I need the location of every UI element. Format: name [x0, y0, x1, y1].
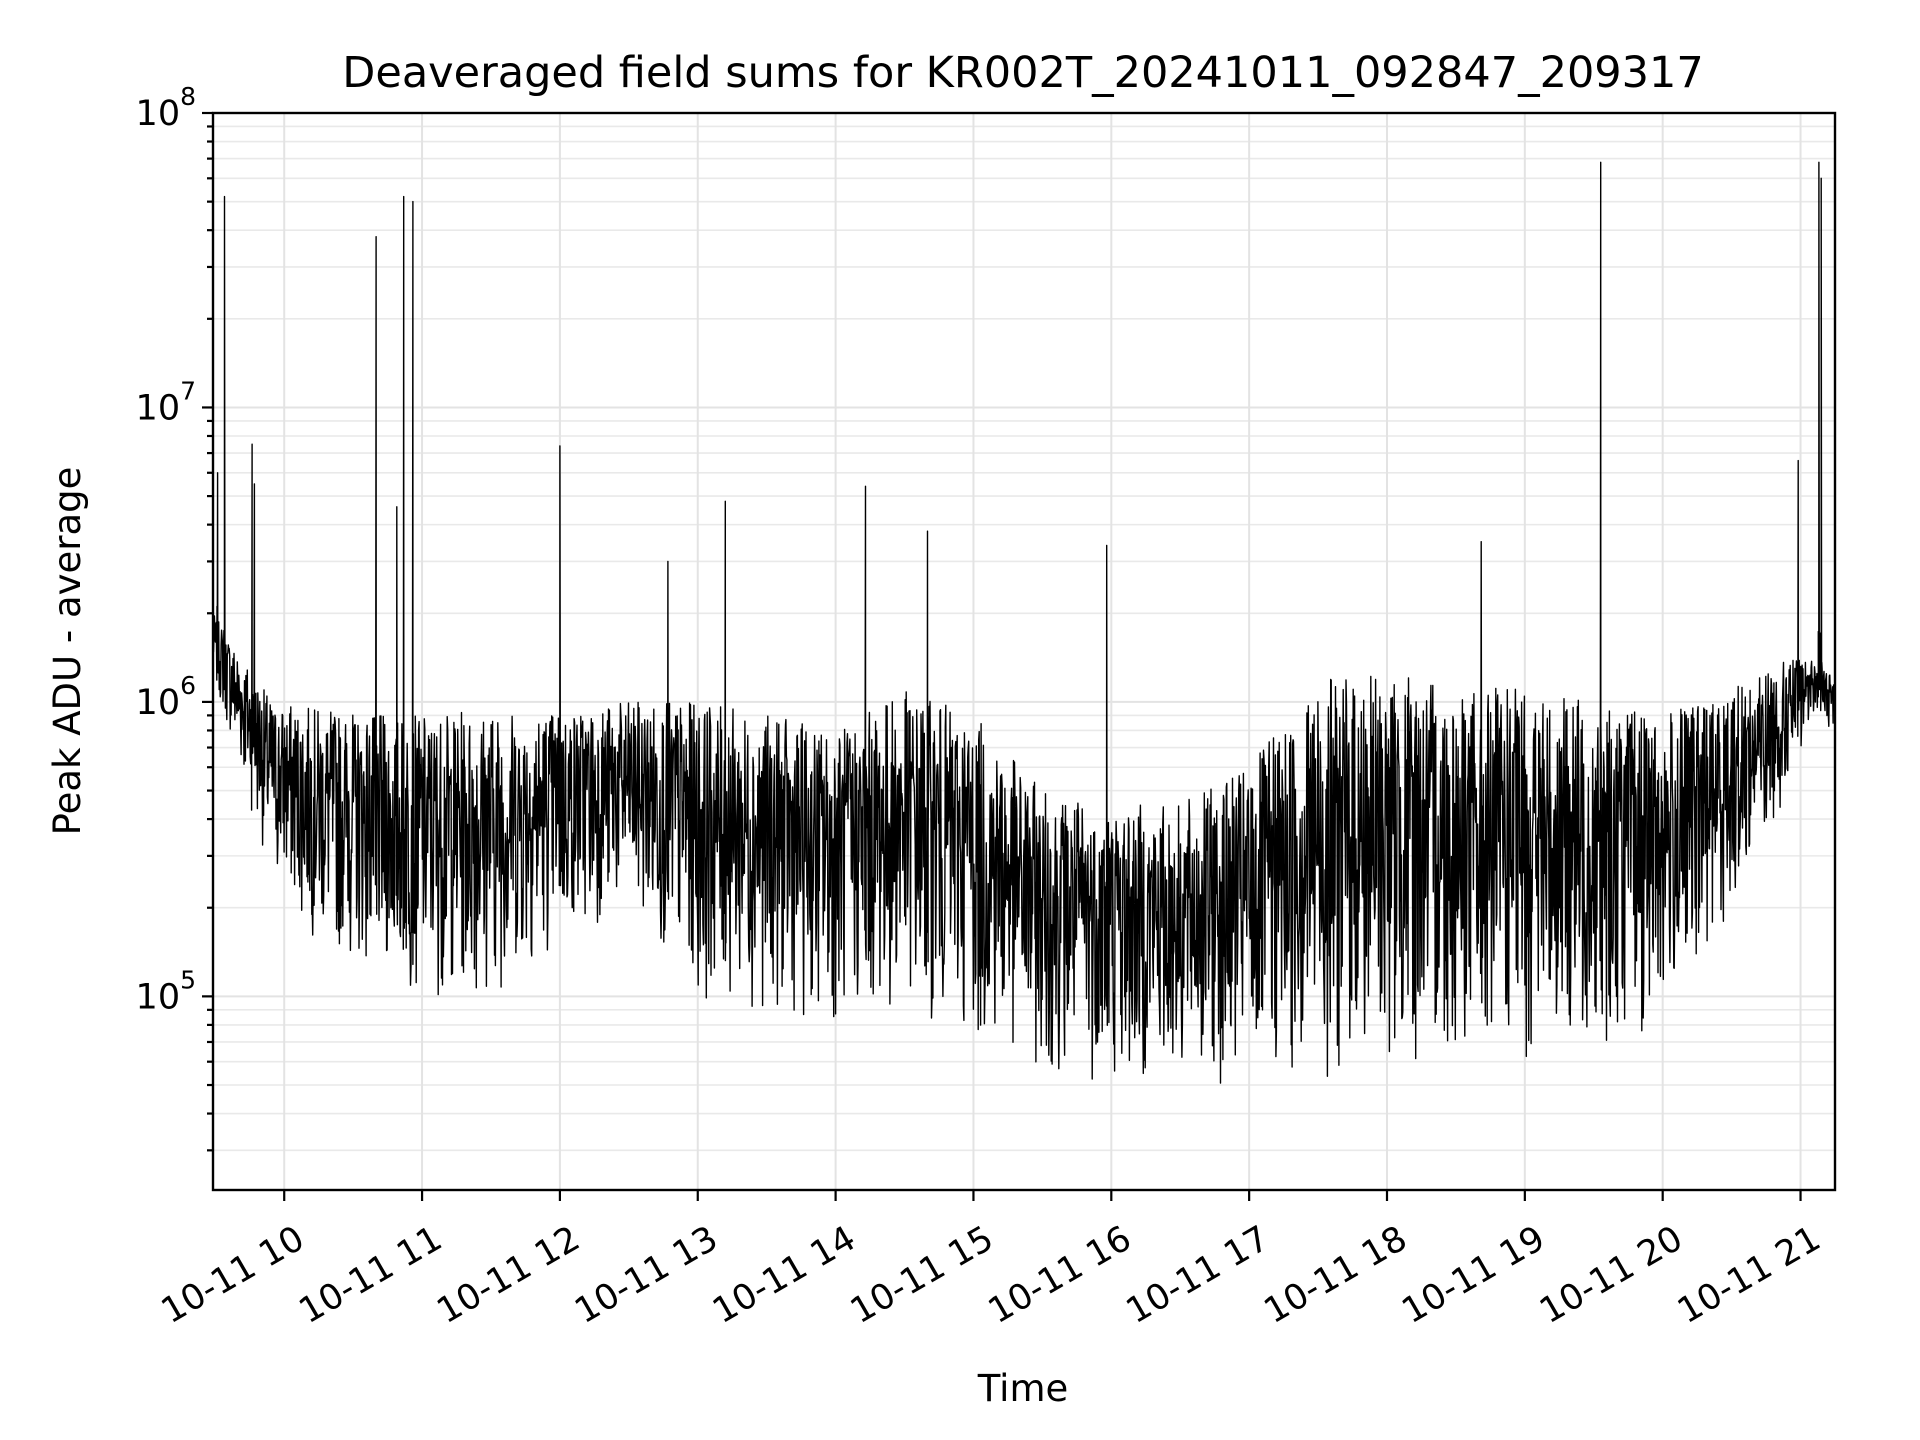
chart-title: Deaveraged field sums for KR002T_2024101… — [342, 48, 1704, 98]
y-tick-label-base: 10 — [136, 977, 181, 1017]
series-group — [212, 161, 1836, 1084]
y-tick-label-base: 10 — [136, 388, 181, 428]
y-axis-label: Peak ADU - average — [46, 467, 89, 836]
x-tick-label: 10-11 10 — [155, 1219, 311, 1332]
x-tick-label: 10-11 21 — [1671, 1219, 1827, 1332]
x-tick-label: 10-11 16 — [982, 1219, 1138, 1332]
y-tick-label-exponent: 7 — [180, 376, 196, 405]
y-tick-label: 108 — [136, 82, 196, 134]
y-tick-label: 105 — [136, 965, 196, 1017]
x-tick-label: 10-11 13 — [568, 1219, 724, 1332]
y-tick-label-exponent: 5 — [180, 965, 196, 994]
y-tick-label: 107 — [136, 376, 196, 428]
x-tick-label: 10-11 18 — [1258, 1219, 1414, 1332]
y-tick-label-exponent: 6 — [180, 671, 196, 700]
x-tick-label: 10-11 12 — [431, 1219, 587, 1332]
x-tick-label: 10-11 14 — [706, 1219, 862, 1332]
x-tick-label: 10-11 15 — [844, 1219, 1000, 1332]
x-axis-label: Time — [977, 1367, 1069, 1410]
x-tick-label: 10-11 20 — [1533, 1219, 1689, 1332]
grid-lines — [213, 112, 1835, 1190]
x-tick-label: 10-11 11 — [293, 1219, 449, 1332]
x-tick-label: 10-11 19 — [1395, 1219, 1551, 1332]
series-line — [212, 161, 1836, 1084]
x-tick-label: 10-11 17 — [1120, 1219, 1276, 1332]
y-tick-label-exponent: 8 — [180, 82, 196, 111]
y-tick-label: 106 — [136, 671, 196, 723]
plot-frame — [211, 111, 1837, 1192]
y-tick-label-base: 10 — [136, 94, 181, 134]
y-tick-label-base: 10 — [136, 683, 181, 723]
